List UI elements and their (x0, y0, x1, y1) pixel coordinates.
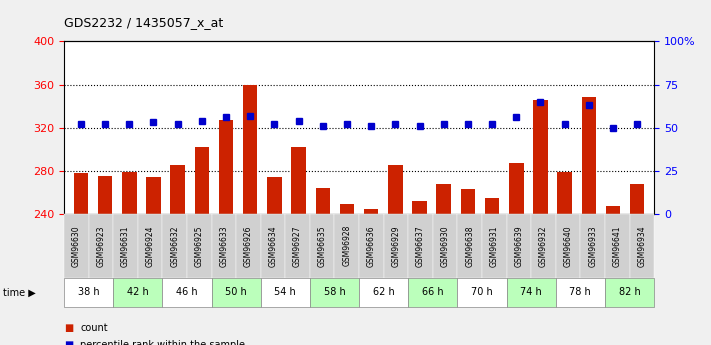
Bar (509, 163, 523, 214)
Bar (267, 177, 282, 214)
Text: GSM96934: GSM96934 (637, 225, 646, 267)
Bar (582, 97, 596, 214)
Bar (412, 201, 427, 214)
Text: GSM96636: GSM96636 (367, 225, 376, 267)
Text: GSM96924: GSM96924 (146, 225, 154, 267)
Text: 78 h: 78 h (570, 287, 592, 297)
Bar (485, 198, 499, 214)
Text: GSM96929: GSM96929 (392, 225, 400, 267)
Bar (461, 189, 475, 214)
Text: GSM96928: GSM96928 (342, 225, 351, 266)
Text: ■: ■ (64, 323, 73, 333)
Bar (437, 184, 451, 214)
Text: GSM96927: GSM96927 (293, 225, 302, 267)
Text: GSM96633: GSM96633 (219, 225, 228, 267)
Text: GSM96923: GSM96923 (97, 225, 105, 267)
Text: 62 h: 62 h (373, 287, 395, 297)
Text: GSM96926: GSM96926 (244, 225, 253, 267)
Bar (533, 100, 547, 214)
Text: count: count (80, 323, 108, 333)
Bar (146, 177, 161, 214)
Text: GSM96925: GSM96925 (195, 225, 204, 267)
Bar (243, 85, 257, 214)
Bar (74, 173, 88, 214)
Text: 58 h: 58 h (324, 287, 346, 297)
Text: ■: ■ (64, 340, 73, 345)
Text: GSM96634: GSM96634 (269, 225, 277, 267)
Text: time ▶: time ▶ (3, 287, 36, 297)
Text: GSM96631: GSM96631 (121, 225, 130, 267)
Text: 42 h: 42 h (127, 287, 149, 297)
Text: GSM96639: GSM96639 (514, 225, 523, 267)
Text: GSM96931: GSM96931 (490, 225, 499, 267)
Text: GSM96932: GSM96932 (539, 225, 548, 267)
Bar (388, 165, 402, 214)
Text: 50 h: 50 h (225, 287, 247, 297)
Text: GDS2232 / 1435057_x_at: GDS2232 / 1435057_x_at (64, 16, 223, 29)
Text: GSM96638: GSM96638 (465, 225, 474, 267)
Text: GSM96640: GSM96640 (564, 225, 572, 267)
Text: GSM96930: GSM96930 (441, 225, 449, 267)
Bar (364, 208, 378, 214)
Bar (292, 147, 306, 214)
Text: 66 h: 66 h (422, 287, 444, 297)
Bar (122, 172, 137, 214)
Bar (219, 120, 233, 214)
Text: GSM96637: GSM96637 (416, 225, 425, 267)
Bar (171, 165, 185, 214)
Bar (98, 176, 112, 214)
Bar (630, 184, 644, 214)
Text: GSM96641: GSM96641 (613, 225, 621, 267)
Text: 46 h: 46 h (176, 287, 198, 297)
Bar (606, 206, 620, 214)
Bar (195, 147, 209, 214)
Text: 82 h: 82 h (619, 287, 641, 297)
Text: 38 h: 38 h (77, 287, 100, 297)
Text: GSM96632: GSM96632 (170, 225, 179, 267)
Text: percentile rank within the sample: percentile rank within the sample (80, 340, 245, 345)
Text: GSM96635: GSM96635 (318, 225, 326, 267)
Text: 70 h: 70 h (471, 287, 493, 297)
Text: GSM96933: GSM96933 (588, 225, 597, 267)
Text: 74 h: 74 h (520, 287, 542, 297)
Bar (316, 188, 330, 214)
Bar (340, 204, 354, 214)
Text: GSM96630: GSM96630 (72, 225, 81, 267)
Bar (557, 172, 572, 214)
Text: 54 h: 54 h (274, 287, 296, 297)
